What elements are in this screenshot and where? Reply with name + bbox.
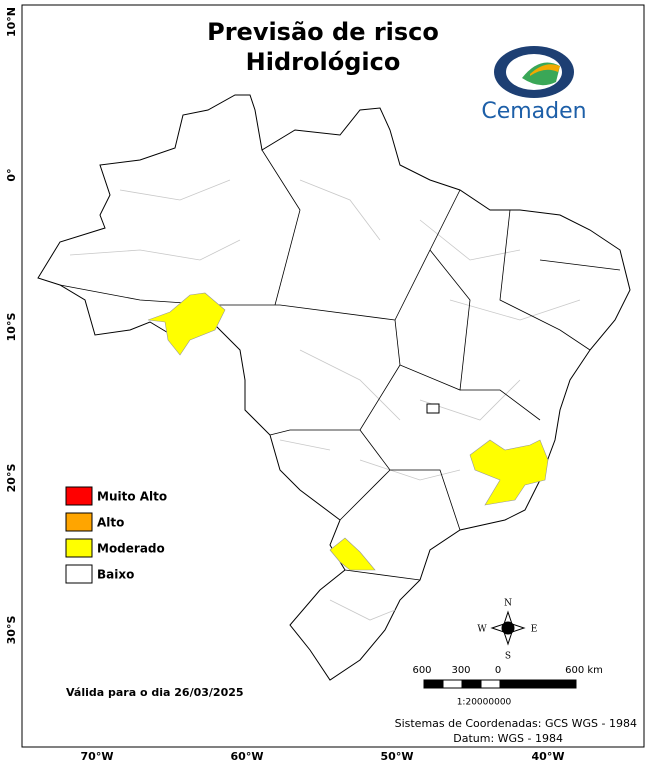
lon-label: 60°W — [231, 750, 264, 763]
legend-swatch — [65, 538, 93, 558]
lon-label: 70°W — [81, 750, 114, 763]
lat-label: 0° — [5, 168, 18, 181]
credit-line: Datum: WGS - 1984 — [453, 732, 563, 745]
legend-swatch — [65, 564, 93, 584]
risk-area — [147, 292, 226, 356]
lat-label: 30°S — [5, 616, 18, 645]
country-outline — [37, 94, 631, 681]
scale-ratio: 1:20000000 — [457, 698, 512, 708]
scale-label: 600 km — [565, 665, 603, 676]
compass — [490, 610, 526, 646]
legend-label: Muito Alto — [97, 490, 167, 504]
legend: Muito Alto Alto Moderado Baixo — [65, 486, 167, 584]
lat-label: 10°S — [5, 313, 18, 342]
lat-label: 10°N — [5, 7, 18, 37]
risk-area — [329, 537, 376, 571]
risk-area — [469, 439, 549, 506]
legend-label: Baixo — [97, 568, 134, 582]
graticule-labels: 10°N 0° 10°S 20°S 30°S 70°W 60°W 50°W 40°W — [5, 7, 564, 763]
brazil — [37, 94, 631, 681]
scale-segment — [499, 679, 577, 689]
valid-date: Válida para o dia 26/03/2025 — [66, 686, 244, 699]
legend-label: Alto — [97, 516, 124, 530]
compass-label: W — [477, 625, 487, 635]
legend-swatch — [65, 486, 93, 506]
legend-label: Moderado — [97, 542, 165, 556]
scale-label: 600 — [412, 665, 431, 676]
logo: Cemaden — [481, 46, 587, 124]
title-line: Hidrológico — [246, 48, 401, 76]
risk-areas — [147, 292, 549, 571]
compass-labels: N S E W — [477, 599, 537, 662]
compass-label: N — [504, 599, 512, 609]
legend-swatch — [65, 512, 93, 532]
scale-segment — [442, 679, 463, 689]
lon-label: 40°W — [532, 750, 565, 763]
scale-label: 0 — [495, 665, 501, 676]
federal-district — [426, 403, 440, 414]
lon-label: 50°W — [381, 750, 414, 763]
scale-segment — [423, 679, 444, 689]
scale-bar: 600 300 0 600 km — [412, 665, 603, 689]
compass-label: E — [531, 625, 538, 635]
scale-segment — [480, 679, 501, 689]
municipal-lines — [69, 179, 581, 621]
credit-line: Sistemas de Coordenadas: GCS WGS - 1984 — [395, 717, 637, 730]
lat-label: 20°S — [5, 464, 18, 493]
compass-center — [501, 621, 515, 635]
scale-label: 300 — [451, 665, 470, 676]
scale-segment — [461, 679, 482, 689]
title-line: Previsão de risco — [207, 18, 439, 46]
logo-text: Cemaden — [481, 99, 586, 124]
compass-label: S — [505, 652, 511, 662]
logo-mark — [530, 64, 560, 76]
